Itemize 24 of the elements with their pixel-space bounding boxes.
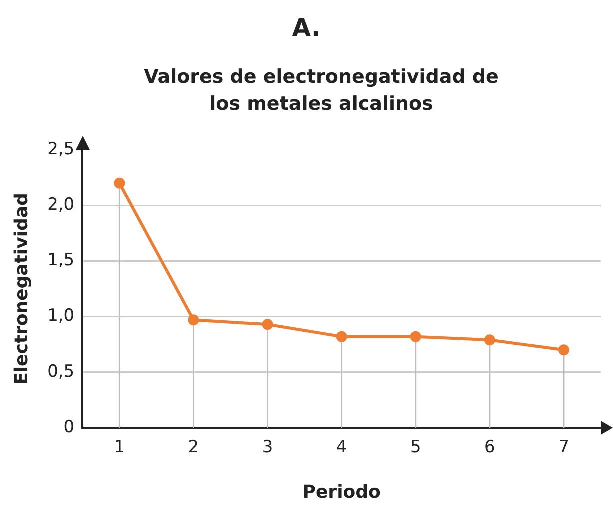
point [558, 344, 570, 356]
point [410, 331, 422, 342]
point [262, 319, 274, 330]
x-tick-label: 4 [336, 438, 348, 458]
point [484, 334, 496, 346]
point [188, 314, 200, 326]
y-tick-label: 1,0 [48, 306, 75, 326]
x-axis-title: Periodo [302, 482, 381, 503]
y-axis-title: Electronegatividad [11, 193, 32, 385]
chart-title: A. [291, 14, 322, 42]
y-tick-label: 2,5 [48, 139, 75, 160]
point [114, 178, 126, 189]
x-tick-label: 3 [262, 438, 274, 458]
chart-subtitle: Valores de electronegatividad de los metales alcalinos [143, 65, 500, 117]
x-tick-label: 6 [484, 438, 496, 458]
y-tick-label: 0 [64, 417, 75, 438]
y-tick-label: 2,0 [48, 195, 75, 216]
x-tick-label: 1 [114, 438, 126, 458]
x-tick-label: 2 [188, 438, 200, 458]
x-tick-label: 7 [558, 438, 570, 458]
y-tick-label: 1,5 [48, 250, 75, 271]
x-tick-label: 5 [410, 438, 422, 458]
y-tick-label: 0,5 [48, 362, 75, 382]
point [336, 331, 348, 342]
